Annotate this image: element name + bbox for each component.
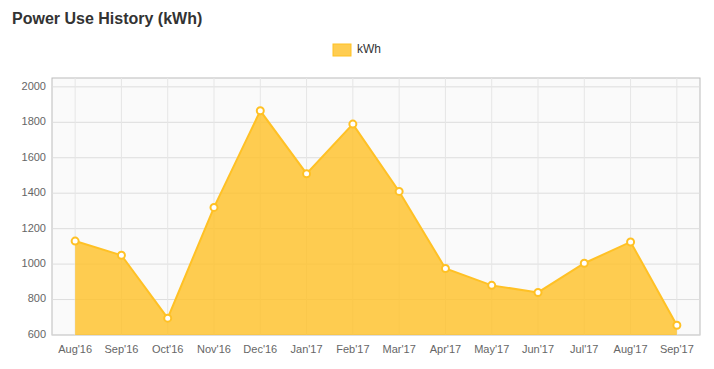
x-tick-label: May'17	[474, 343, 509, 355]
point	[488, 282, 495, 289]
point	[257, 107, 264, 114]
x-tick-label: Mar'17	[383, 343, 416, 355]
y-tick-label: 1800	[22, 115, 46, 127]
y-tick-label: 600	[28, 328, 46, 340]
line	[75, 111, 677, 325]
point	[211, 204, 218, 211]
x-tick-label: Oct'16	[152, 343, 183, 355]
grid	[52, 78, 700, 335]
title: Power Use History (kWh)	[12, 10, 202, 27]
chart-container: Power Use History (kWh) 600 800 1000 1200 140…	[0, 0, 714, 369]
chart: Power Use History (kWh) 600 800 1000 1200 140…	[0, 0, 714, 369]
point	[673, 322, 680, 329]
x-tick-label: Aug'16	[58, 343, 92, 355]
x-tick-label: Sep'17	[660, 343, 694, 355]
x-tick-label: Sep'16	[104, 343, 138, 355]
y-tick-label: 1000	[22, 257, 46, 269]
x-tick-label: Apr'17	[430, 343, 461, 355]
legend-swatch	[333, 44, 351, 56]
y-tick-label: 1200	[22, 222, 46, 234]
point	[303, 170, 310, 177]
x-tick-label: Dec'16	[243, 343, 277, 355]
point	[442, 265, 449, 272]
plot-area	[72, 107, 681, 335]
point	[118, 252, 125, 259]
y-tick-label: 1400	[22, 186, 46, 198]
x-tick-label: Jun'17	[522, 343, 554, 355]
y-tick-label: 800	[28, 292, 46, 304]
legend-label: kWh	[357, 42, 381, 56]
grid-line-x	[676, 78, 677, 335]
point	[627, 238, 634, 245]
point	[581, 260, 588, 267]
point	[164, 315, 171, 322]
x-tick-label: Aug'17	[614, 343, 648, 355]
x-tick-label: Jul'17	[570, 343, 598, 355]
plot-frame	[52, 78, 700, 335]
point	[535, 289, 542, 296]
x-tick-label: Jan'17	[291, 343, 323, 355]
point	[349, 121, 356, 128]
x-tick-label: Nov'16	[197, 343, 231, 355]
x-tick-label: Feb'17	[336, 343, 369, 355]
point	[72, 238, 79, 245]
grid-line-y	[52, 86, 700, 87]
legend: kWh	[333, 42, 381, 56]
y-tick-label: 1600	[22, 151, 46, 163]
area	[75, 111, 677, 335]
point	[396, 188, 403, 195]
y-tick-label: 2000	[22, 80, 46, 92]
grid-line-x	[167, 78, 168, 335]
grid-line-y	[52, 122, 700, 123]
